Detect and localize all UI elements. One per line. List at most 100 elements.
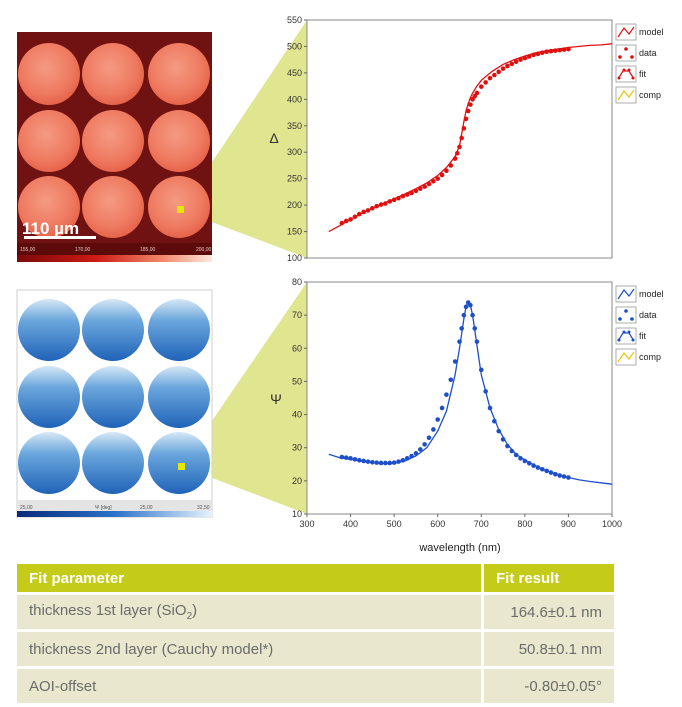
data-point	[522, 55, 528, 61]
map-pad	[18, 432, 80, 494]
data-point	[413, 451, 419, 456]
y-tick-label: 80	[292, 277, 302, 287]
map-pad	[82, 366, 144, 428]
data-point	[378, 460, 384, 466]
data-point	[548, 48, 554, 54]
map-pad	[18, 110, 80, 172]
data-point	[535, 51, 541, 57]
data-point	[505, 443, 510, 449]
map-pad	[148, 110, 210, 172]
data-point	[483, 389, 488, 394]
y-tick-label: 150	[287, 227, 302, 237]
data-point	[492, 72, 497, 78]
ellipsometry-figure: 110 µm 155,00 170,00 185,00 200,00 25,00…	[16, 15, 664, 554]
y-tick-label: 250	[287, 174, 302, 184]
data-point	[374, 203, 380, 209]
data-point	[448, 163, 454, 168]
data-point	[361, 458, 366, 464]
legend-swatch	[615, 23, 637, 41]
legend-label: model	[639, 27, 664, 37]
y-tick-label: 200	[287, 200, 302, 210]
map-pad	[18, 176, 80, 238]
map-pad	[18, 299, 80, 361]
data-point	[566, 475, 571, 480]
y-tick-label: 20	[292, 476, 302, 486]
legend-dot-mark	[627, 330, 631, 334]
data-point	[422, 442, 427, 447]
y-axis-label: Ψ	[270, 391, 282, 407]
data-point	[426, 181, 432, 187]
data-point	[487, 405, 493, 411]
data-point	[557, 47, 563, 53]
param-tail: )	[192, 602, 198, 619]
plot-area	[306, 19, 613, 259]
data-point	[361, 209, 366, 215]
y-axis-label: Δ	[269, 130, 278, 146]
map-pad	[18, 43, 80, 105]
map-pad	[148, 299, 210, 361]
data-point	[457, 339, 462, 344]
data-point	[365, 459, 371, 464]
delta-chart: 100 150 200 250 300 350 400 450 500 550 Δ model da…	[269, 15, 663, 263]
x-tick-label: 700	[474, 519, 489, 529]
data-point	[352, 457, 358, 462]
delta-map-image: 110 µm 155,00 170,00 185,00 200,00	[17, 32, 212, 262]
x-tick-label: 500	[387, 519, 402, 529]
data-point	[463, 116, 469, 122]
y-tick-label: 40	[292, 410, 302, 420]
map-pad	[18, 366, 80, 428]
data-point	[370, 459, 375, 465]
y-tick-label: 30	[292, 443, 302, 453]
y-tick-label: 350	[287, 121, 302, 131]
data-point	[391, 460, 397, 465]
legend-dot-mark	[631, 76, 635, 80]
data-point	[404, 456, 410, 461]
y-tick-label: 50	[292, 376, 302, 386]
x-tick-label: 300	[299, 519, 314, 529]
data-point	[448, 377, 454, 383]
legend-dot-mark	[630, 55, 634, 59]
data-point	[348, 456, 353, 461]
data-point	[522, 458, 528, 464]
data-point	[435, 176, 441, 181]
data-point	[505, 63, 510, 69]
data-point	[531, 463, 536, 468]
legend-swatch	[615, 327, 637, 345]
data-point	[404, 192, 410, 197]
param-cell: thickness 1st layer (SiO2)	[17, 595, 481, 629]
data-point	[400, 458, 406, 463]
legend-dot-mark	[627, 68, 631, 72]
data-point	[409, 190, 414, 196]
data-point	[474, 339, 480, 344]
data-point	[343, 218, 349, 224]
data-point	[566, 46, 571, 52]
result-cell: 50.8±0.1 nm	[481, 632, 614, 666]
data-point	[391, 197, 397, 203]
legend-dot-mark	[622, 330, 626, 334]
data-point	[478, 84, 484, 89]
legend-line-mark	[617, 89, 635, 101]
data-point	[548, 470, 554, 475]
data-point	[535, 465, 541, 470]
data-point	[457, 144, 462, 150]
legend-label: fit	[639, 69, 647, 79]
legend-line-mark	[617, 26, 635, 38]
param-text: thickness 1st layer (SiO	[29, 602, 187, 619]
data-point	[470, 312, 475, 318]
legend-dot-mark	[631, 338, 635, 342]
x-tick-label: 600	[430, 519, 445, 529]
map-pad	[82, 43, 144, 105]
legend-line-mark	[617, 351, 635, 363]
legend-dot-mark	[618, 55, 622, 59]
map-pad	[82, 176, 144, 238]
data-point	[422, 184, 427, 189]
data-point	[561, 474, 567, 479]
param-cell: thickness 2nd layer (Cauchy model*)	[17, 632, 481, 666]
header-fit-result: Fit result	[481, 564, 614, 592]
data-point	[539, 50, 545, 56]
data-point	[356, 458, 362, 463]
legend-line-mark	[617, 288, 635, 300]
map-pad	[82, 432, 144, 494]
data-point	[561, 47, 567, 52]
colorbar-tick: Ψ [deg]	[95, 505, 112, 511]
